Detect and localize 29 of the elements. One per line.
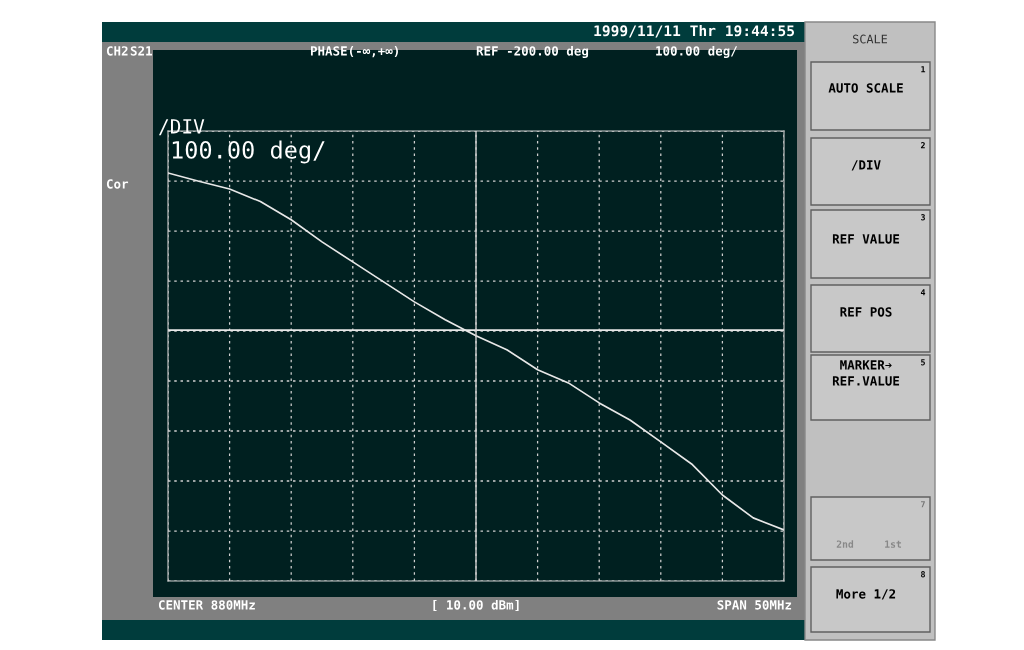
text: 5 — [921, 359, 925, 366]
text: REF -200.00 deg — [476, 45, 589, 59]
text: [ 10.00 dBm] — [433, 599, 519, 612]
text: 2 — [920, 142, 925, 149]
text: 1 — [921, 66, 926, 73]
text: MARKER➔ — [840, 360, 892, 370]
text: 1999/11/11 Thr 19:44:55 — [594, 24, 795, 38]
text: AUTO SCALE — [828, 83, 903, 93]
text: 1st — [885, 540, 902, 548]
text: Cor — [106, 179, 129, 189]
text: /DIV — [158, 119, 205, 136]
text: More 1/2 — [836, 589, 896, 600]
text: /DIV — [851, 160, 881, 171]
text: S21 — [130, 46, 152, 56]
text: CENTER 880MHz — [158, 600, 255, 610]
text: 8 — [921, 571, 925, 578]
text: 4 — [920, 289, 926, 296]
text: SPAN 50MHz — [717, 600, 792, 610]
text: REF VALUE — [832, 234, 900, 244]
text: REF.VALUE — [832, 376, 900, 386]
text: 7 — [921, 501, 925, 508]
text: 2nd — [836, 540, 854, 548]
text: SCALE — [853, 34, 888, 44]
text: REF POS — [840, 307, 892, 317]
text: 3 — [921, 214, 925, 221]
text: PHASE(-∞,+∞) — [310, 45, 398, 58]
text: 100.00 deg/ — [172, 140, 325, 164]
text: CH2 — [106, 46, 128, 56]
text: 100.00 deg/ — [656, 45, 738, 59]
